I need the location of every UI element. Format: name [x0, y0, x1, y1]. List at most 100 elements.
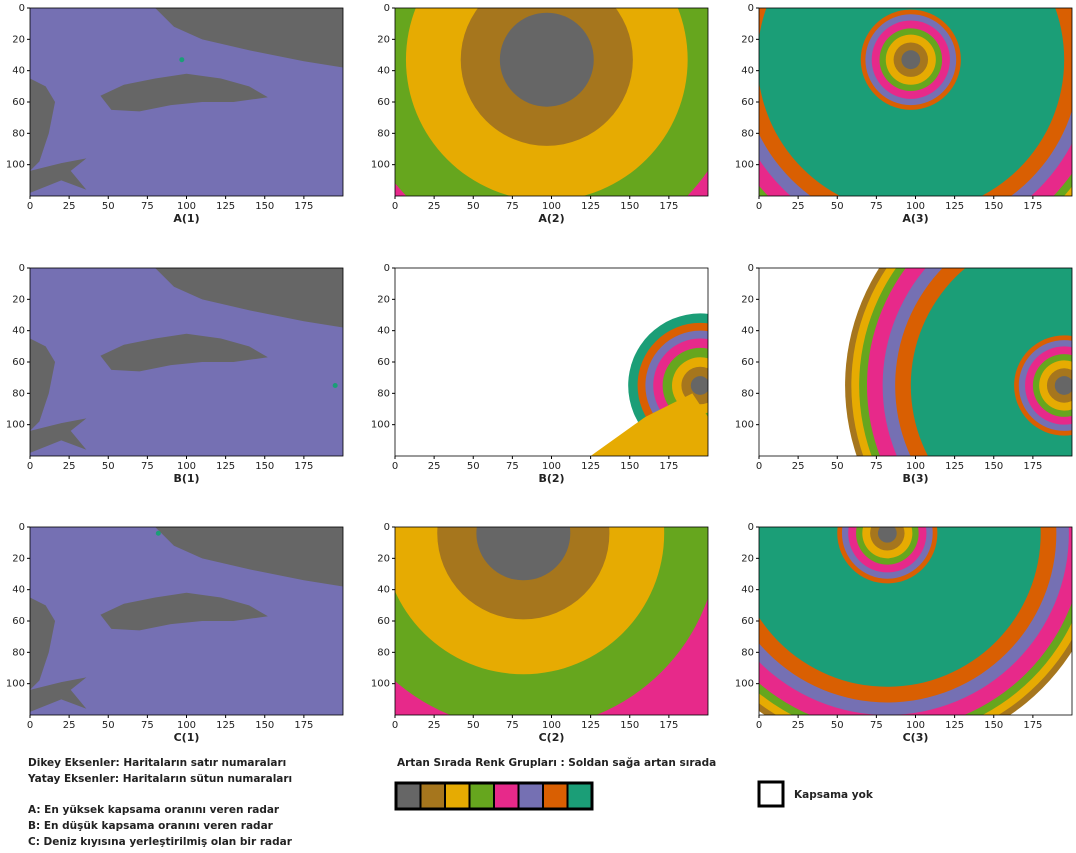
x-tick-label: 100	[542, 720, 561, 731]
y-tick-label: 0	[748, 263, 754, 274]
x-tick-label: 50	[831, 461, 844, 472]
x-tick-label: 75	[506, 720, 519, 731]
y-tick-label: 60	[377, 357, 390, 368]
x-tick-label: 100	[906, 201, 925, 212]
legend-swatch	[568, 783, 593, 809]
y-tick-label: 60	[377, 97, 390, 108]
x-tick-label: 0	[756, 461, 762, 472]
legend-swatch	[421, 783, 446, 809]
x-tick-label: 75	[870, 461, 883, 472]
panel-title: A(1)	[173, 212, 199, 225]
y-tick-label: 0	[19, 522, 25, 533]
x-tick-label: 0	[756, 201, 762, 212]
x-tick-label: 150	[620, 201, 639, 212]
y-tick-label: 20	[377, 294, 390, 305]
y-tick-label: 60	[377, 616, 390, 627]
y-tick-label: 100	[735, 420, 754, 431]
y-tick-label: 80	[12, 388, 25, 399]
x-tick-label: 100	[177, 461, 196, 472]
x-tick-label: 125	[945, 461, 964, 472]
coverage-ring	[691, 376, 710, 395]
y-tick-label: 80	[12, 128, 25, 139]
y-tick-label: 100	[6, 679, 25, 690]
y-tick-label: 20	[741, 34, 754, 45]
y-tick-label: 20	[12, 294, 25, 305]
y-tick-label: 100	[6, 420, 25, 431]
x-tick-label: 100	[177, 201, 196, 212]
y-tick-label: 100	[735, 160, 754, 171]
x-tick-label: 25	[792, 720, 805, 731]
legend-title: Artan Sırada Renk Grupları : Soldan sağa…	[397, 757, 716, 769]
x-tick-label: 175	[1023, 461, 1042, 472]
y-tick-label: 60	[741, 97, 754, 108]
x-tick-label: 150	[620, 720, 639, 731]
x-tick-label: 25	[428, 201, 441, 212]
x-tick-label: 75	[506, 201, 519, 212]
panel-title: B(2)	[538, 472, 564, 485]
figure: Dikey Eksenler: Haritaların satır numara…	[0, 0, 1076, 853]
y-tick-label: 0	[19, 263, 25, 274]
x-tick-label: 50	[831, 720, 844, 731]
y-tick-label: 0	[384, 263, 390, 274]
x-tick-label: 50	[467, 201, 480, 212]
x-tick-label: 75	[141, 720, 154, 731]
x-tick-label: 0	[27, 201, 33, 212]
x-tick-label: 150	[620, 461, 639, 472]
x-tick-label: 150	[255, 201, 274, 212]
y-tick-label: 0	[748, 522, 754, 533]
x-tick-label: 25	[63, 720, 76, 731]
x-tick-label: 125	[581, 201, 600, 212]
panel	[30, 8, 343, 196]
y-tick-label: 100	[735, 679, 754, 690]
y-tick-label: 80	[377, 647, 390, 658]
x-tick-label: 175	[659, 461, 678, 472]
y-tick-label: 80	[12, 647, 25, 658]
x-tick-label: 175	[294, 461, 313, 472]
panel	[30, 268, 343, 456]
y-tick-label: 100	[371, 679, 390, 690]
x-tick-label: 175	[294, 201, 313, 212]
y-tick-label: 60	[741, 616, 754, 627]
x-tick-label: 100	[542, 461, 561, 472]
y-tick-label: 40	[377, 585, 390, 596]
x-tick-label: 0	[756, 720, 762, 731]
y-tick-label: 40	[12, 326, 25, 337]
x-tick-label: 175	[1023, 720, 1042, 731]
y-tick-label: 100	[371, 160, 390, 171]
y-tick-label: 0	[384, 522, 390, 533]
x-tick-label: 50	[467, 461, 480, 472]
y-tick-label: 40	[12, 66, 25, 77]
coverage-ring	[1055, 376, 1074, 395]
x-tick-label: 50	[102, 720, 115, 731]
legend-swatch	[494, 783, 519, 809]
x-tick-label: 0	[27, 461, 33, 472]
x-tick-label: 50	[467, 720, 480, 731]
panel-title: C(3)	[903, 731, 929, 744]
y-tick-label: 40	[377, 66, 390, 77]
x-tick-label: 50	[102, 461, 115, 472]
y-tick-label: 80	[377, 388, 390, 399]
x-tick-label: 25	[63, 201, 76, 212]
x-tick-label: 125	[945, 201, 964, 212]
y-tick-label: 20	[12, 553, 25, 564]
x-tick-label: 150	[984, 201, 1003, 212]
y-tick-label: 40	[741, 326, 754, 337]
legend-swatch	[543, 783, 568, 809]
x-tick-label: 150	[984, 461, 1003, 472]
legend-swatch	[445, 783, 470, 809]
x-tick-label: 100	[177, 720, 196, 731]
x-tick-label: 175	[659, 201, 678, 212]
x-tick-label: 0	[392, 201, 398, 212]
coverage-ring	[901, 50, 920, 69]
y-tick-label: 60	[12, 357, 25, 368]
radar-point	[333, 383, 338, 388]
note: B: En düşük kapsama oranını veren radar	[28, 820, 274, 832]
y-tick-label: 80	[741, 388, 754, 399]
x-tick-label: 175	[294, 720, 313, 731]
x-tick-label: 75	[870, 201, 883, 212]
radar-point	[179, 57, 184, 62]
x-tick-label: 100	[906, 461, 925, 472]
y-tick-label: 20	[377, 34, 390, 45]
y-tick-label: 40	[377, 326, 390, 337]
x-tick-label: 75	[141, 461, 154, 472]
